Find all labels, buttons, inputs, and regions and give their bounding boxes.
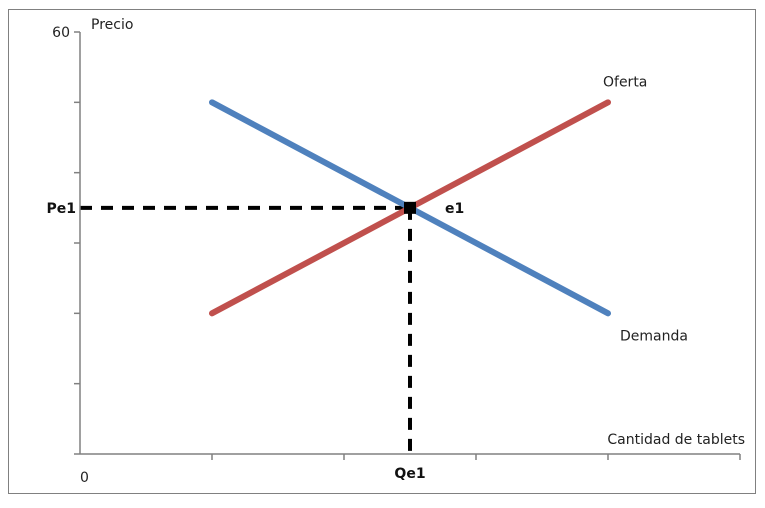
chart-border: [8, 9, 756, 494]
axis-ticks: [74, 31, 741, 460]
origin-tick-label: 0: [80, 470, 89, 486]
y-axis-label: Precio: [91, 17, 133, 33]
x-axis-label: Cantidad de tablets: [607, 432, 745, 448]
y-tick-label-top: 60: [52, 25, 70, 41]
equilibrium-point-label: e1: [445, 201, 464, 217]
equilibrium-marker: [404, 201, 416, 214]
equilibrium-price-label: Pe1: [47, 201, 77, 217]
supply-series-label: Oferta: [603, 74, 647, 90]
demand-series-label: Demanda: [620, 328, 688, 344]
equilibrium-guides: [80, 205, 412, 454]
equilibrium-quantity-label: Qe1: [394, 466, 425, 482]
